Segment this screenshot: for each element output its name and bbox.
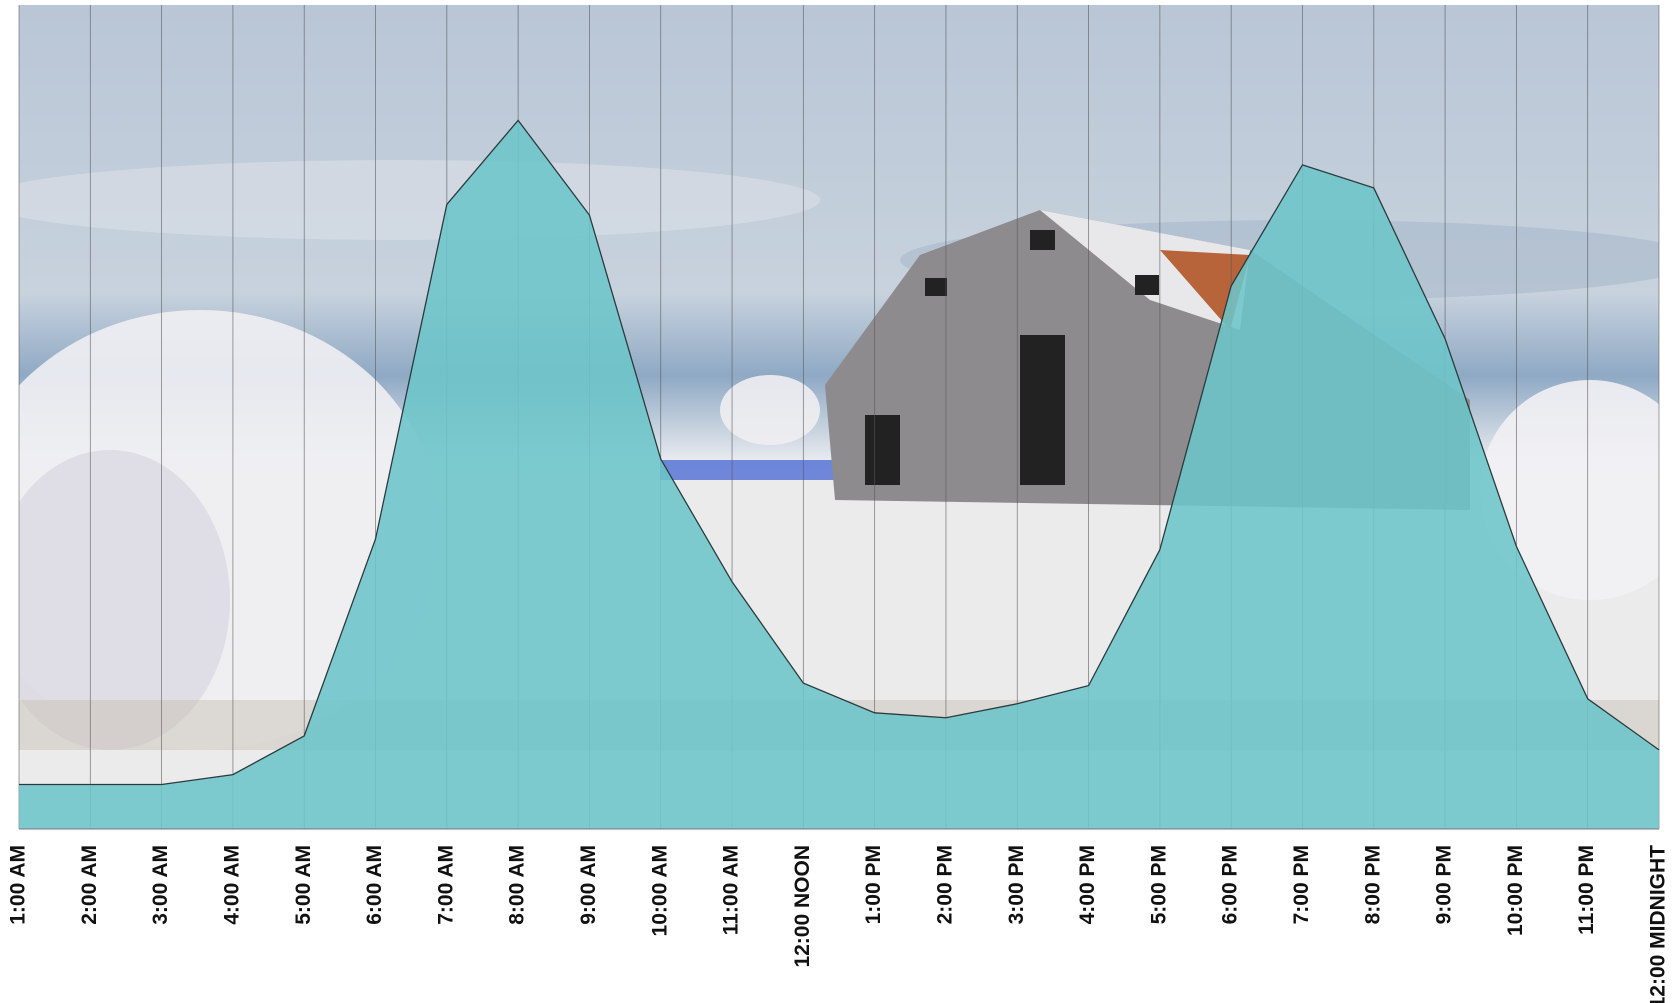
- area-outline: [19, 119, 1660, 786]
- plot: [19, 119, 1660, 830]
- x-tick-label: 10:00 AM: [648, 845, 671, 936]
- x-tick-label: 6:00 AM: [363, 845, 386, 925]
- x-tick-label: 3:00 PM: [1005, 845, 1028, 924]
- x-tick-label: 3:00 AM: [149, 845, 172, 925]
- x-tick-label: 5:00 PM: [1147, 845, 1170, 924]
- x-tick-label: 12:00 MIDNIGHT: [1647, 845, 1670, 1003]
- x-tick-label: 4:00 AM: [220, 845, 243, 925]
- x-tick-label: 6:00 PM: [1219, 845, 1242, 924]
- x-tick-label: 8:00 PM: [1361, 845, 1384, 924]
- x-tick-label: 1:00 AM: [7, 845, 30, 925]
- x-tick-label: 1:00 PM: [862, 845, 885, 924]
- x-tick-label: 7:00 AM: [434, 845, 457, 925]
- x-tick-label: 5:00 AM: [292, 845, 315, 925]
- x-tick-label: 11:00 AM: [720, 845, 743, 935]
- x-tick-label: 8:00 AM: [506, 845, 529, 925]
- x-tick-label: 7:00 PM: [1290, 845, 1313, 924]
- x-tick-label: 2:00 AM: [78, 845, 101, 925]
- x-tick-label: 12:00 NOON: [791, 845, 814, 968]
- x-tick-label: 11:00 PM: [1575, 845, 1598, 935]
- x-tick-label: 4:00 PM: [1076, 845, 1099, 924]
- x-tick-label: 2:00 PM: [934, 845, 957, 924]
- area: [19, 120, 1659, 830]
- x-tick-label: 10:00 PM: [1504, 845, 1527, 936]
- x-axis: 1:00 AM 2:00 AM 3:00 AM 4:00 AM 5:00 AM 6:00 …: [7, 845, 1670, 1003]
- x-tick-label: 9:00 PM: [1433, 845, 1456, 924]
- x-tick-label: 9:00 AM: [577, 845, 600, 925]
